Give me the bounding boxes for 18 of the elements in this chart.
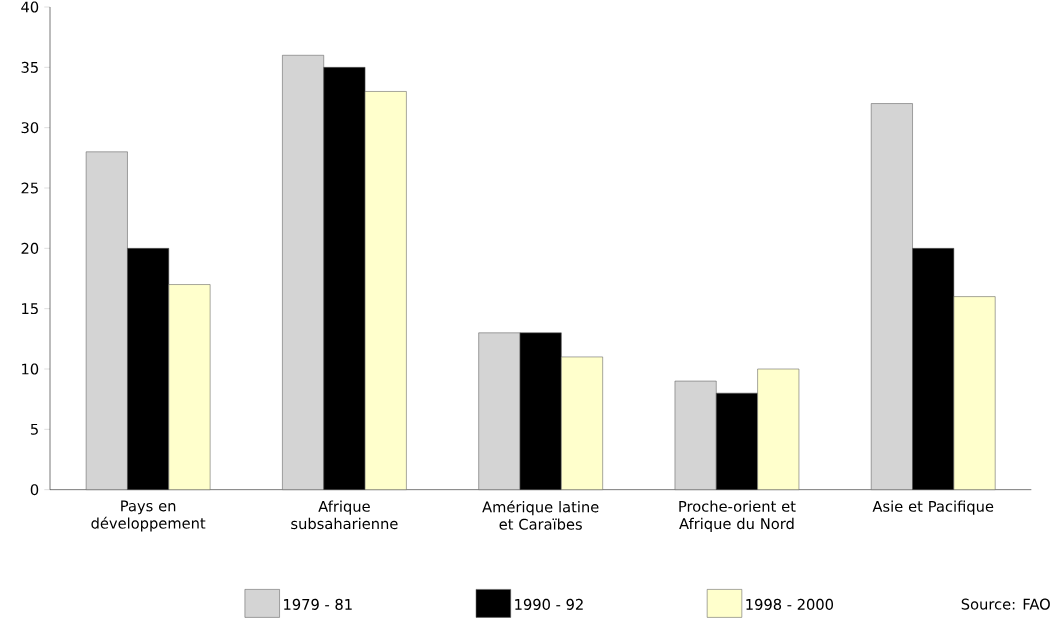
x-tick-label: Asie et Pacifique: [872, 500, 994, 515]
y-tick-label: 15: [22, 303, 38, 315]
x-tick-label: Amérique latine et Caraïbes: [482, 500, 599, 530]
x-tick-label: Proche-orient et Afrique du Nord: [679, 500, 796, 533]
legend-label: 1979 - 81: [284, 598, 352, 610]
x-tick-label: Afrique subsaharienne: [291, 500, 398, 530]
x-tick-label: Pays en développement: [91, 500, 206, 532]
y-tick-label: 30: [21, 122, 39, 134]
y-tick-label: 10: [22, 363, 39, 375]
y-tick-label: 5: [30, 423, 38, 435]
y-tick-label: 0: [30, 484, 39, 496]
y-tick-label: 25: [21, 182, 38, 194]
source-note: Source: FAO: [961, 598, 1050, 610]
y-tick-label: 35: [21, 61, 38, 73]
y-tick-label: 40: [21, 1, 39, 13]
legend-label: 1990 - 92: [515, 598, 583, 610]
y-tick-label: 20: [21, 242, 39, 254]
legend-label: 1998 - 2000: [746, 598, 834, 610]
